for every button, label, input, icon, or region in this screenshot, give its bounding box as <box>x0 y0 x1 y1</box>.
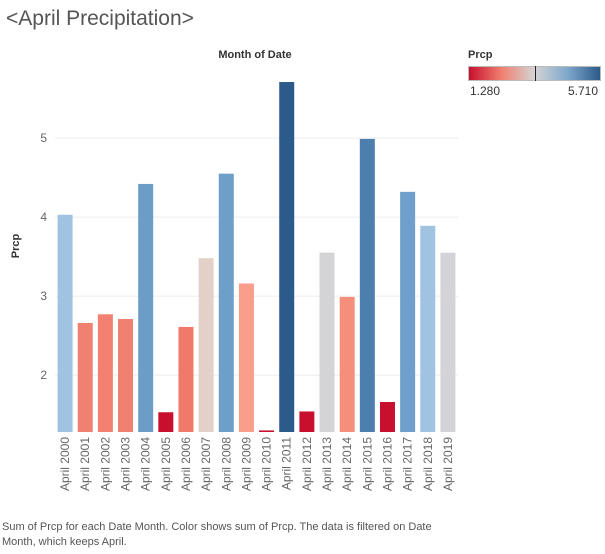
x-tick-label: April 2000 <box>58 437 72 491</box>
bar-april-2003[interactable] <box>118 319 134 432</box>
bar-april-2012[interactable] <box>299 411 315 432</box>
bar-april-2014[interactable] <box>339 296 355 432</box>
x-tick-label: April 2002 <box>98 437 112 491</box>
x-tick-label: April 2008 <box>219 437 233 491</box>
bar-april-2001[interactable] <box>77 322 93 432</box>
x-tick-label: April 2013 <box>320 437 334 491</box>
x-tick-label: April 2001 <box>78 437 92 491</box>
bar-april-2015[interactable] <box>359 138 375 432</box>
x-tick-label: April 2004 <box>139 437 153 491</box>
x-tick-label: April 2012 <box>300 437 314 491</box>
legend-marker <box>535 66 536 81</box>
y-tick-label: 2 <box>40 368 47 382</box>
y-tick-label: 5 <box>40 131 47 145</box>
bar-april-2013[interactable] <box>319 252 335 432</box>
bar-april-2017[interactable] <box>400 191 416 432</box>
bars <box>57 82 456 433</box>
x-tick-label: April 2003 <box>119 437 133 491</box>
bar-april-2009[interactable] <box>238 283 254 432</box>
y-axis-label: Prcp <box>10 233 22 258</box>
bar-april-2019[interactable] <box>440 252 456 432</box>
x-axis-labels: April 2000 April 2001 April 2002 April 2003… <box>58 437 455 491</box>
color-legend-bar[interactable] <box>468 66 601 81</box>
x-tick-label: April 2018 <box>421 437 435 491</box>
bar-april-2016[interactable] <box>379 401 395 432</box>
bar-april-2000[interactable] <box>57 214 73 432</box>
legend-max-label: 5.710 <box>568 84 599 98</box>
x-tick-label: April 2014 <box>340 437 354 491</box>
x-tick-label: April 2011 <box>280 437 294 490</box>
chart-title: <April Precipitation> <box>6 7 194 30</box>
y-tick-label: 3 <box>40 289 47 303</box>
x-tick-label: April 2006 <box>179 437 193 491</box>
x-tick-label: April 2017 <box>401 437 415 491</box>
bar-april-2008[interactable] <box>218 173 234 433</box>
x-tick-label: April 2015 <box>360 437 374 491</box>
x-tick-label: April 2019 <box>441 437 455 491</box>
x-tick-label: April 2010 <box>260 437 274 491</box>
bar-april-2010[interactable] <box>259 430 275 432</box>
x-tick-label: April 2016 <box>380 437 394 491</box>
legend-title: Prcp <box>468 49 493 61</box>
bar-april-2004[interactable] <box>138 183 154 432</box>
bar-april-2006[interactable] <box>178 326 194 432</box>
x-tick-label: April 2005 <box>159 437 173 491</box>
legend-min-label: 1.280 <box>470 84 501 98</box>
chart-caption: Sum of Prcp for each Date Month. Color s… <box>2 521 432 548</box>
bar-april-2007[interactable] <box>198 258 214 432</box>
x-tick-label: April 2007 <box>199 437 213 491</box>
grid-lines <box>55 137 458 376</box>
bar-april-2005[interactable] <box>158 412 174 432</box>
bar-april-2002[interactable] <box>97 314 113 432</box>
bar-april-2018[interactable] <box>420 225 436 432</box>
bar-april-2011[interactable] <box>279 82 295 432</box>
x-tick-label: April 2009 <box>239 437 253 491</box>
y-axis-ticks: 2 3 4 5 <box>40 131 47 382</box>
column-header: Month of Date <box>218 49 291 61</box>
y-tick-label: 4 <box>40 210 47 224</box>
